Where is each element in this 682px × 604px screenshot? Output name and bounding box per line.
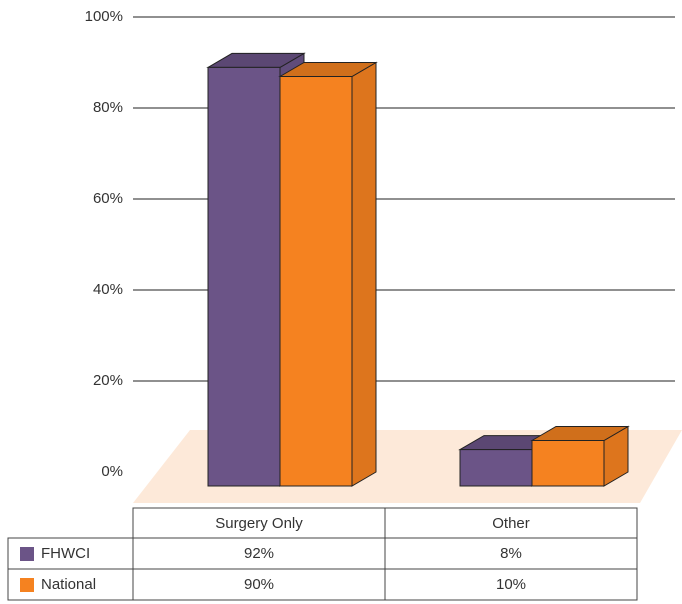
x-category-label: Other (492, 515, 530, 532)
bar-front (531, 440, 605, 487)
value-label: 8% (500, 545, 522, 562)
value-label: 92% (244, 545, 274, 562)
y-tick-label: 60% (93, 190, 123, 207)
y-tick-label: 40% (93, 281, 123, 298)
bar-front (459, 449, 533, 487)
bar (206, 52, 306, 487)
y-tick-label: 100% (85, 8, 123, 25)
y-tick-label: 0% (101, 463, 123, 480)
grid: 0% 20% 40% 60% 80% 100% (85, 8, 675, 480)
bar-front (279, 76, 353, 487)
x-category-label: Surgery Only (215, 515, 303, 532)
table-text: Surgery Only 92% 90% Other 8% 10% FHWCI Nationa… (20, 515, 530, 593)
y-tick-label: 20% (93, 372, 123, 389)
bar (530, 425, 630, 487)
legend-label: National (41, 576, 96, 593)
value-label: 10% (496, 576, 526, 593)
bar (278, 61, 378, 487)
legend-swatch (20, 578, 34, 592)
legend-label: FHWCI (41, 545, 90, 562)
table-cell (384, 568, 638, 601)
legend-swatch (20, 547, 34, 561)
bars (206, 52, 630, 487)
value-label: 90% (244, 576, 274, 593)
data-table (7, 507, 638, 601)
y-tick-label: 80% (93, 99, 123, 116)
bar-side (351, 61, 377, 487)
bar-front (207, 66, 281, 487)
